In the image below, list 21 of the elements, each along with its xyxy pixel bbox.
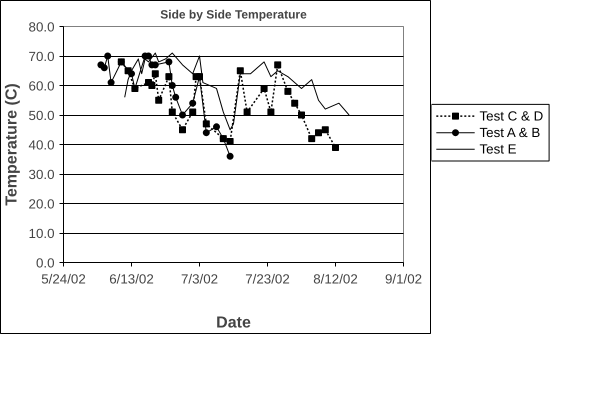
- legend-label: Test C & D: [480, 108, 544, 124]
- chart-title: Side by Side Temperature: [160, 8, 308, 22]
- y-tick-label: 70.0: [28, 49, 55, 64]
- x-tick-label: 8/12/02: [313, 272, 358, 286]
- y-tick-label: 0.0: [36, 256, 55, 270]
- y-tick-label: 60.0: [28, 78, 55, 94]
- y-tick-label: 40.0: [28, 138, 55, 152]
- x-tick-label: 7/23/02: [245, 272, 290, 286]
- legend-label: Test E: [480, 142, 517, 157]
- x-axis-title: Date: [216, 314, 251, 332]
- y-tick-label: 30.0: [28, 167, 55, 182]
- y-tick-label: 20.0: [28, 196, 55, 212]
- x-tick-label: 5/24/02: [41, 272, 86, 286]
- x-tick-label: 9/1/02: [384, 272, 422, 286]
- legend-label: Test A & B: [480, 125, 540, 140]
- y-tick-label: 10.0: [28, 226, 55, 241]
- y-tick-label: 80.0: [28, 20, 55, 34]
- y-tick-label: 50.0: [28, 108, 55, 123]
- y-axis-title: Temperature (C): [4, 83, 21, 206]
- x-tick-label: 6/13/02: [109, 272, 154, 286]
- x-tick-label: 7/3/02: [180, 272, 218, 286]
